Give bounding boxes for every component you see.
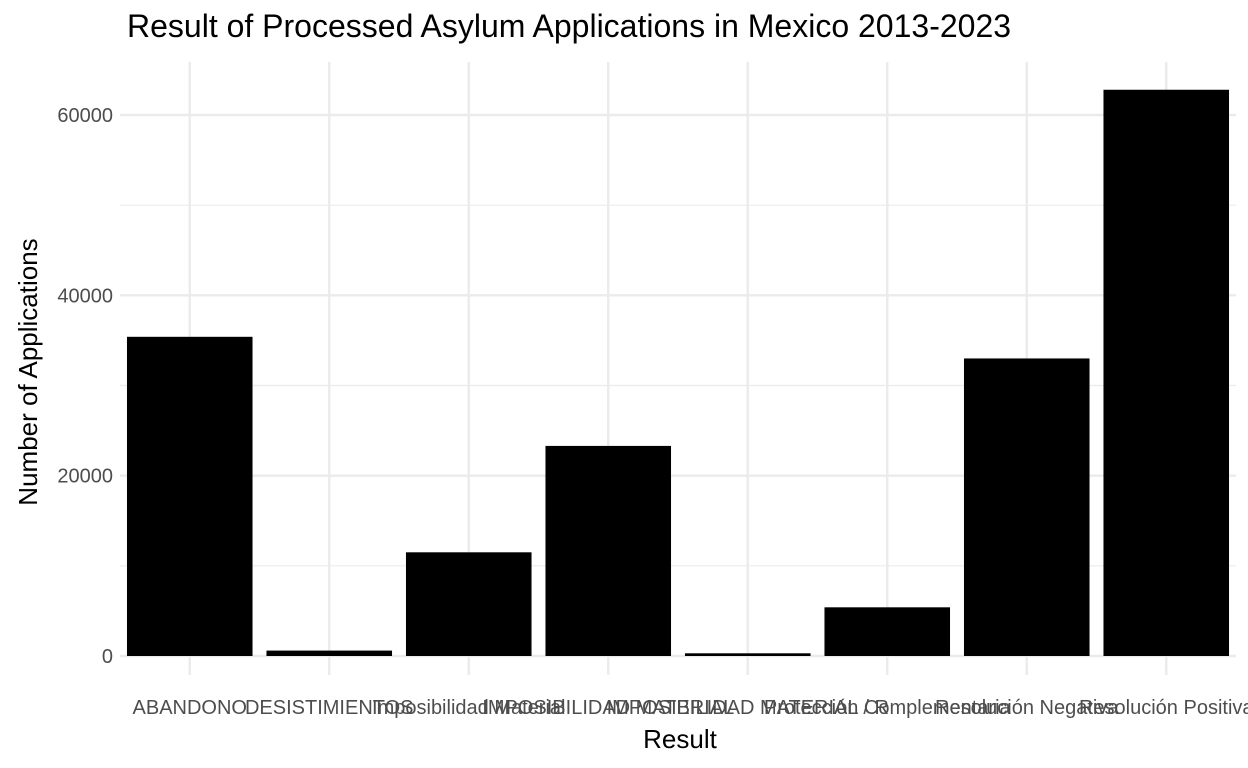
bar <box>266 650 393 656</box>
y-tick-label: 0 <box>102 646 113 668</box>
x-tick-label: ABANDONO <box>133 697 247 719</box>
x-tick-label: Imposibilidad Material <box>372 697 565 719</box>
chart-title: Result of Processed Asylum Applications … <box>127 8 1012 44</box>
y-tick-label: 60000 <box>57 105 113 127</box>
bar <box>126 336 253 656</box>
y-tick-labels: 0 20000 40000 60000 <box>57 105 113 668</box>
x-tick-label: Resolución Positiva <box>1079 697 1248 719</box>
x-tick-label: IMPOSIBILIDAD MATERIAL / R <box>607 697 889 719</box>
bar <box>545 445 672 656</box>
x-tick-label: IMPOSIBILIDAD MATERIAL <box>482 697 734 719</box>
x-tick-label: DESISTIMIENTOS <box>245 697 414 719</box>
bar <box>1103 89 1230 656</box>
bar <box>684 653 811 656</box>
y-axis-title: Number of Applications <box>13 238 43 505</box>
bar <box>963 358 1090 656</box>
y-tick-label: 20000 <box>57 466 113 488</box>
bar-layer <box>126 89 1230 656</box>
x-tick-label: Resolución Negativa <box>935 697 1119 719</box>
bar <box>824 607 951 656</box>
y-tick-label: 40000 <box>57 285 113 307</box>
x-tick-label: Protección Complementaria <box>764 697 1012 719</box>
x-axis-title: Result <box>643 724 717 754</box>
bar <box>405 552 532 656</box>
